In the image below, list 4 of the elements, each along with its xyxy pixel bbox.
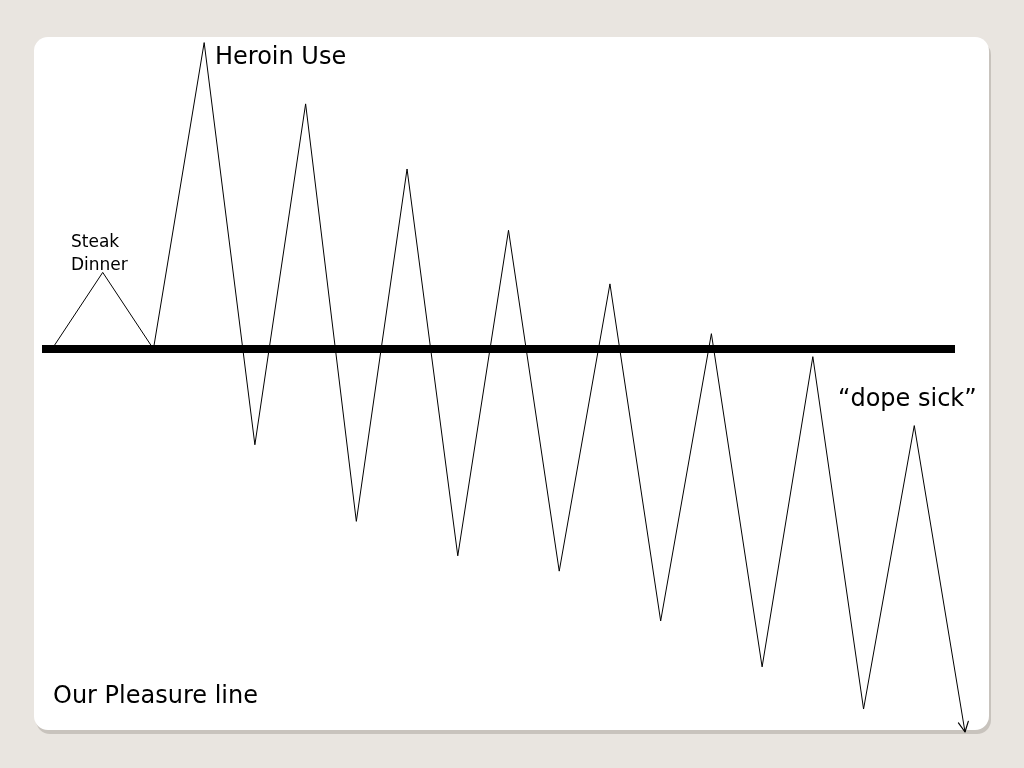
- annotation: “dope sick”: [838, 384, 977, 412]
- annotation: Steak Dinner: [71, 231, 128, 274]
- ref-line-label: Our Pleasure line: [53, 681, 258, 709]
- annotation: Heroin Use: [215, 42, 347, 70]
